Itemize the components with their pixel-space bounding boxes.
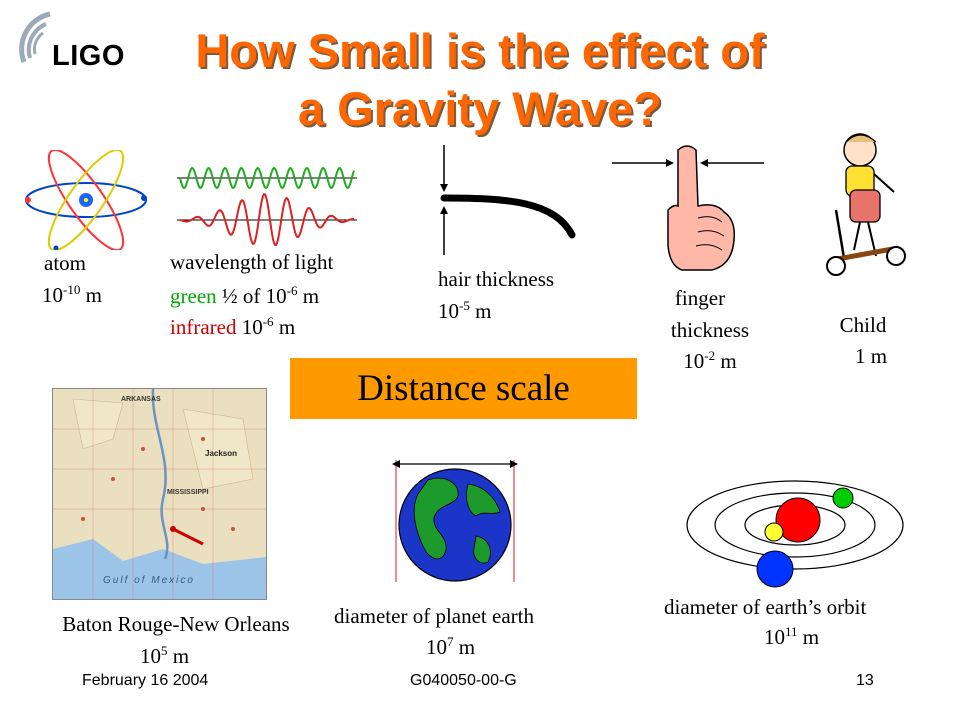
light-waves-illustration [177, 166, 357, 246]
map-value: 105 m [140, 643, 190, 668]
child-value: 1 m [854, 344, 888, 368]
light-infrared-line: infrared 10-6 m [170, 314, 296, 339]
light-label: wavelength of light [170, 250, 334, 274]
atom-illustration [25, 150, 147, 250]
finger-label: finger [640, 285, 760, 311]
footer-code: G040050-00-G [410, 672, 517, 689]
footer-page: 13 [856, 672, 874, 689]
logo-text: LIGO [52, 40, 125, 72]
atom-value: 10-10 m [42, 282, 102, 307]
distance-scale-label: Distance scale [357, 368, 570, 409]
title-line-2: a Gravity Wave? [298, 82, 662, 135]
earth-illustration [392, 460, 518, 582]
map-state-mississippi: MISSISSIPPI [167, 489, 209, 496]
finger-label-line-1: finger [674, 286, 726, 310]
map-water-label: Gulf of Mexico [103, 575, 195, 586]
child-label: Child [839, 313, 887, 337]
map-label: Baton Rouge-New Orleans [62, 612, 290, 636]
earth-label: diameter of planet earth [334, 604, 534, 628]
hair-label: hair thickness [438, 267, 555, 291]
slide-title: How Small is the effect of a Gravity Wav… [130, 22, 830, 138]
ligo-logo-arcs [19, 11, 51, 63]
orbit-label: diameter of earth’s orbit [664, 595, 867, 619]
footer-date: February 16 2004 [82, 672, 209, 689]
map-state-arkansas: ARKANSAS [121, 396, 161, 403]
hair-illustration [440, 145, 576, 255]
earth-value: 107 m [426, 634, 476, 659]
finger-label-line-2: thickness [670, 318, 750, 342]
orbit-value: 1011 m [764, 624, 820, 649]
map-city-jackson: Jackson [205, 449, 238, 458]
map-drawing [53, 389, 266, 599]
atom-label: atom [44, 251, 86, 275]
finger-illustration [612, 145, 764, 271]
child-illustration [826, 133, 906, 276]
finger-value: 10-2 m [683, 348, 737, 373]
title-line-1: How Small is the effect of [195, 24, 765, 77]
hair-value: 10-5 m [438, 298, 492, 323]
light-green-line: green ½ of 10-6 m [170, 283, 320, 308]
ligo-logo [6, 2, 136, 82]
map-image: ARKANSAS MISSISSIPPI Jackson Gulf of Mex… [52, 388, 267, 600]
orbit-illustration [686, 480, 904, 588]
distance-scale-box: Distance scale [290, 358, 637, 419]
